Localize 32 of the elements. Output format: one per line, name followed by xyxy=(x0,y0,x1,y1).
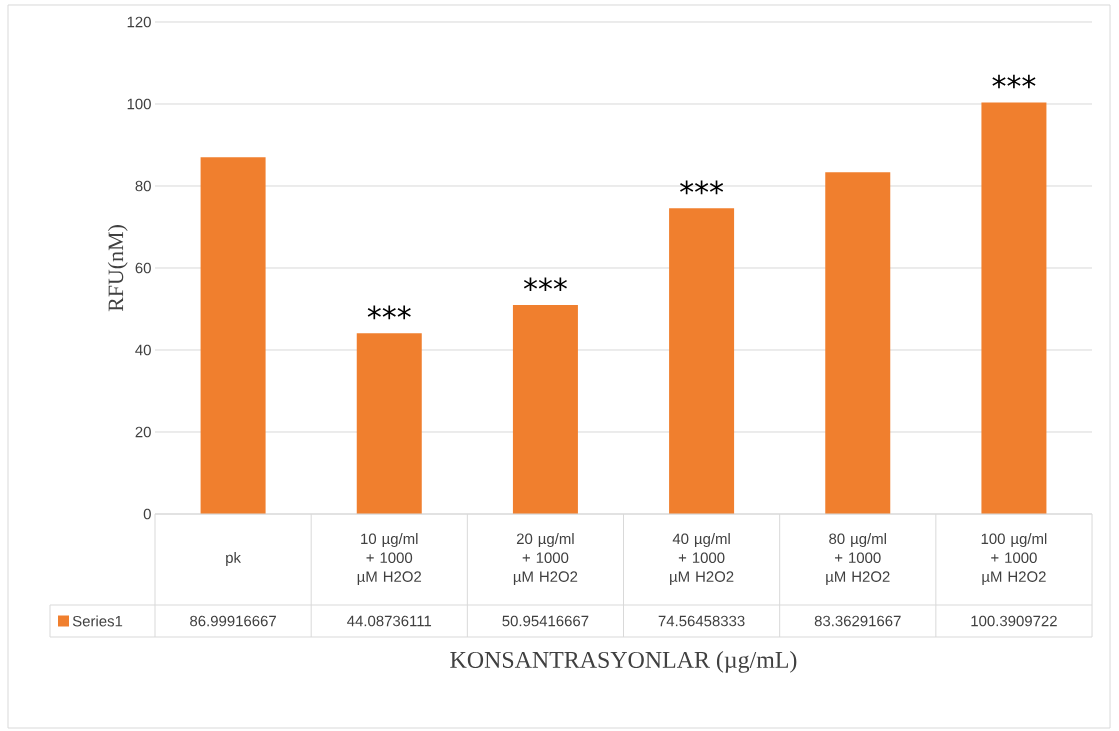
x-tick-label: 80 µg/ml + 1000 µM H2O2 xyxy=(826,533,890,585)
bar xyxy=(981,102,1047,514)
y-tick-label: 0 xyxy=(143,508,151,520)
data-label: 83.36291667 xyxy=(814,615,901,627)
y-tick-label: 40 xyxy=(135,344,151,356)
data-label: 50.95416667 xyxy=(502,615,589,627)
annotation: *** xyxy=(992,74,1036,89)
y-tick-label: 120 xyxy=(127,16,151,28)
x-tick-label: pk xyxy=(226,552,241,566)
x-axis-title: KONSANTRASYONLAR (µg/mL) xyxy=(450,651,797,673)
x-tick-label: 10 µg/ml + 1000 µM H2O2 xyxy=(357,533,422,585)
annotation: *** xyxy=(523,277,567,292)
legend-label: Series1 xyxy=(72,615,123,627)
bar xyxy=(512,305,578,514)
y-tick-label: 20 xyxy=(135,426,151,438)
annotation: *** xyxy=(367,305,411,320)
y-axis-title: RFU(nM) xyxy=(107,225,128,312)
bar xyxy=(200,157,266,514)
bar xyxy=(669,208,735,514)
bar xyxy=(356,333,422,514)
bar xyxy=(825,172,891,514)
data-label: 74.56458333 xyxy=(658,615,745,627)
y-tick-label: 100 xyxy=(127,98,151,110)
x-tick-label: 100 µg/ml + 1000 µM H2O2 xyxy=(981,533,1047,585)
data-label: 86.99916667 xyxy=(190,615,276,627)
data-label: 44.08736111 xyxy=(347,615,432,627)
x-tick-label: 40 µg/ml + 1000 µM H2O2 xyxy=(670,533,734,585)
annotation: *** xyxy=(680,180,724,195)
y-tick-label: 60 xyxy=(135,262,151,274)
y-tick-label: 80 xyxy=(135,180,151,192)
x-tick-label: 20 µg/ml + 1000 µM H2O2 xyxy=(513,533,578,585)
data-label: 100.3909722 xyxy=(971,615,1057,627)
